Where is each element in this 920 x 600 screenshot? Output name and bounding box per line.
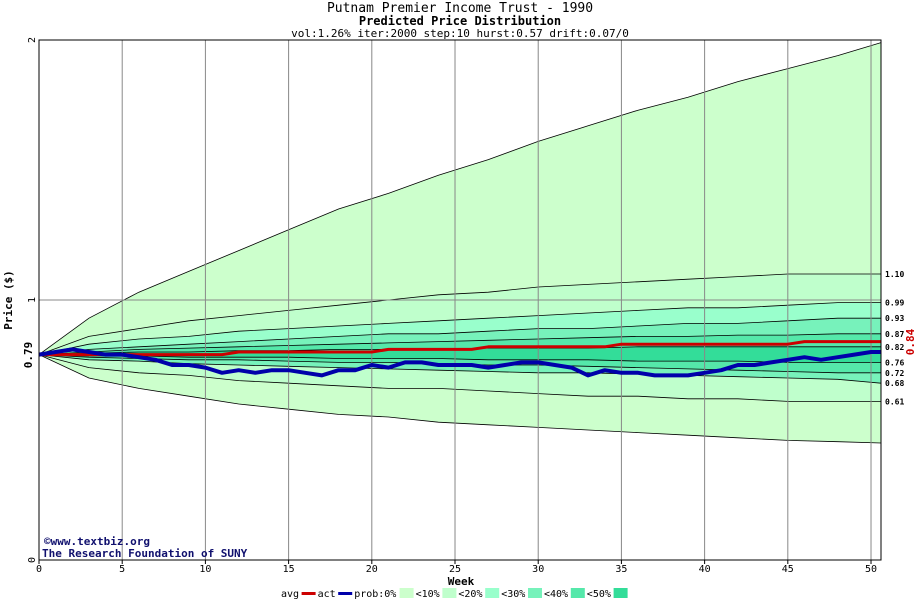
percentile-label-4: 0.82 — [885, 343, 904, 352]
legend-swatch-4 — [570, 588, 585, 598]
x-tick-label-30: 30 — [532, 564, 544, 575]
percentile-line-p10-upper — [38, 273, 881, 355]
y-tick-label-2: 2 — [27, 37, 38, 43]
chart-title: Putnam Premier Income Trust - 1990 — [327, 1, 593, 16]
legend-label-2: prob:0% — [354, 589, 396, 600]
legend-label-0: avg — [281, 589, 299, 600]
chart-subtitle: Predicted Price Distribution — [359, 14, 561, 28]
legend-swatch-avg — [301, 592, 316, 595]
legend-swatch-2 — [485, 588, 500, 598]
percentile-label-6: 0.72 — [885, 369, 904, 378]
axes: 0 5 10 15 20 25 30 35 40 45 50 0 1 2 — [27, 37, 882, 575]
legend-label-7: <50% — [587, 589, 611, 600]
x-tick-label-40: 40 — [699, 564, 711, 575]
percentile-line-p40-upper — [38, 333, 881, 355]
percentile-line-p10-lower — [38, 354, 881, 402]
x-tick-label-5: 5 — [119, 564, 125, 575]
legend-swatch-5 — [613, 588, 628, 598]
percentile-line-p30-upper — [38, 317, 881, 355]
percentile-line-outer-upper — [38, 42, 882, 355]
percentile-label-7: 0.68 — [885, 379, 904, 388]
legend-label-5: <30% — [501, 589, 525, 600]
credit-website: ©www.textbiz.org — [44, 535, 150, 548]
x-tick-label-50: 50 — [865, 564, 877, 575]
percentile-line-p50-lower — [38, 354, 881, 363]
percentile-label-0: 1.10 — [885, 270, 904, 279]
percentile-label-2: 0.93 — [885, 314, 904, 323]
chart-parameters: vol:1.26% iter:2000 step:10 hurst:0.57 d… — [291, 27, 629, 40]
price-series — [38, 340, 881, 378]
x-tick-label-35: 35 — [615, 564, 627, 575]
x-tick-label-0: 0 — [36, 564, 42, 575]
legend-swatch-act — [338, 592, 353, 595]
legend: avg act prob:0% <10% <20% <30% <40% <50% — [281, 588, 628, 600]
legend-label-4: <20% — [458, 589, 482, 600]
plot-frame — [38, 39, 882, 561]
percentile-label-1: 0.99 — [885, 299, 904, 308]
series-act — [38, 347, 881, 378]
legend-swatch-3 — [528, 588, 542, 598]
legend-swatch-0 — [399, 588, 414, 598]
credit-line-2: The Research Foundation of SUNY — [42, 547, 248, 560]
percentile-line-p20-upper — [38, 302, 881, 355]
legend-label-6: <40% — [544, 589, 568, 600]
end-actual-price-label: 0.84 — [904, 328, 917, 355]
y-tick-label-1: 1 — [27, 297, 38, 303]
x-tick-label-20: 20 — [366, 564, 378, 575]
y-tick-label-0: 0 — [27, 557, 38, 563]
copyright-symbol: © — [44, 535, 51, 548]
credit-line-1: www.textbiz.org — [51, 535, 150, 548]
percentile-label-5: 0.76 — [885, 358, 904, 367]
x-tick-label-10: 10 — [199, 564, 211, 575]
legend-swatch-1 — [442, 588, 457, 598]
x-tick-label-25: 25 — [449, 564, 461, 575]
x-tick-label-15: 15 — [283, 564, 295, 575]
legend-label-3: <10% — [416, 589, 440, 600]
legend-label-1: act — [318, 589, 336, 600]
x-tick-label-45: 45 — [782, 564, 794, 575]
series-avg — [39, 340, 881, 357]
start-price-label: 0.79 — [22, 342, 35, 369]
y-axis-label: Price ($) — [2, 270, 15, 330]
band-p50 — [39, 346, 881, 363]
percentile-labels: 1.10 0.99 0.93 0.87 0.82 0.76 0.720.68 0.61 — [885, 270, 904, 406]
percentile-label-8: 0.61 — [885, 397, 904, 406]
grid-lines — [39, 40, 881, 560]
percentile-line-outer-lower — [38, 354, 882, 444]
x-axis-label: Week — [448, 575, 475, 588]
percentile-label-3: 0.87 — [885, 330, 904, 339]
